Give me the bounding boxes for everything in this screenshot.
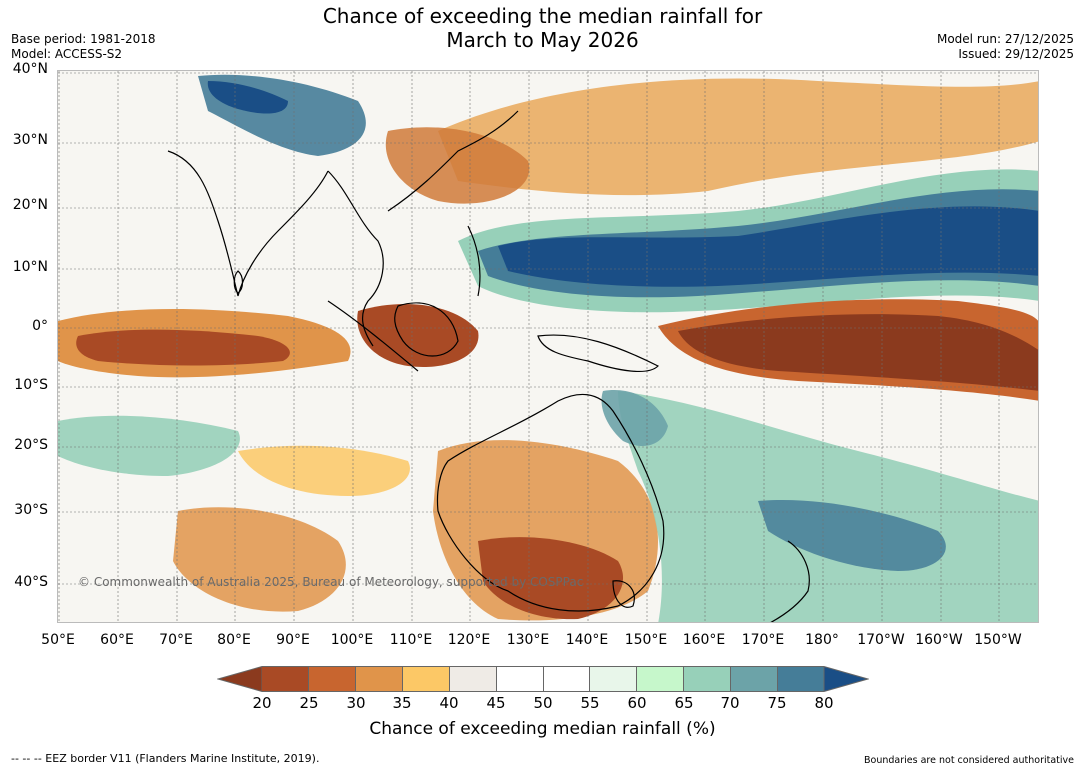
colorbar-seg-75-80 — [778, 667, 825, 691]
china-dry-zone — [385, 127, 530, 204]
graticule — [58, 71, 1038, 622]
colorbar-tick-80: 80 — [814, 694, 834, 712]
southern-australia-dry-core — [478, 537, 624, 620]
lon-label-100e: 100°E — [330, 632, 374, 648]
coastline-tasmania — [612, 580, 635, 608]
lon-label-180: 180° — [805, 632, 839, 648]
coastline-new-guinea — [537, 334, 660, 372]
coastline-sri-lanka — [233, 270, 244, 294]
himalaya-core — [207, 81, 288, 114]
colorbar-seg-35-40 — [402, 667, 450, 691]
colorbar-seg-20-25 — [262, 667, 309, 691]
lat-label-20s: 20°S — [14, 437, 48, 453]
colorbar-low-arrow — [217, 666, 263, 692]
lat-label-30n: 30°N — [12, 132, 48, 148]
south-indian-dry-patch — [173, 507, 346, 612]
coastlines — [167, 110, 810, 622]
boundaries-disclaimer: Boundaries are not considered authoritat… — [864, 755, 1074, 766]
coastline-australia — [436, 393, 665, 612]
lat-label-30s: 30°S — [14, 502, 48, 518]
coastline-china — [387, 110, 519, 212]
colorbar-high-arrow — [823, 666, 869, 692]
coral-sea-wet-zone — [601, 390, 668, 446]
lon-label-50e: 50°E — [41, 632, 75, 648]
coastline-sumatra — [327, 300, 419, 372]
lon-label-90e: 90°E — [276, 632, 310, 648]
lat-label-40n: 40°N — [12, 61, 48, 77]
colorbar-tick-35: 35 — [392, 694, 412, 712]
lon-label-130e: 130°E — [506, 632, 550, 648]
lon-label-120e: 120°E — [447, 632, 491, 648]
lat-label-20n: 20°N — [12, 197, 48, 213]
lon-label-140e: 140°E — [565, 632, 609, 648]
lon-label-150e: 150°E — [624, 632, 668, 648]
colorbar-seg-55-60 — [590, 667, 638, 691]
model-run: Model run: 27/12/2025 — [936, 32, 1074, 46]
title-line-2: March to May 2026 — [446, 28, 639, 52]
lon-label-160e: 160°E — [682, 632, 726, 648]
issued-date: Issued: 29/12/2025 — [958, 47, 1074, 61]
pacific-wet-core — [498, 206, 1038, 287]
colorbar-tick-60: 60 — [627, 694, 647, 712]
rainfall-map-canvas: © Commonwealth of Australia 2025, Bureau… — [58, 71, 1038, 622]
colorbar-seg-70-75 — [731, 667, 779, 691]
colorbar-seg-30-35 — [355, 667, 403, 691]
lat-label-0: 0° — [32, 318, 48, 334]
colorbar-tick-75: 75 — [767, 694, 787, 712]
coastline-borneo — [394, 302, 459, 357]
lon-label-70e: 70°E — [159, 632, 193, 648]
coastline-india — [167, 150, 329, 297]
colorbar-tick-55: 55 — [580, 694, 600, 712]
colorbar-seg-25-30 — [308, 667, 356, 691]
rainfall-map[interactable]: © Commonwealth of Australia 2025, Bureau… — [57, 70, 1039, 623]
lon-label-170e: 170°E — [741, 632, 785, 648]
eez-border-note: -- -- -- EEZ border V11 (Flanders Marine… — [11, 752, 320, 765]
colorbar-seg-65-70 — [684, 667, 732, 691]
base-period: Base period: 1981-2018 — [11, 32, 156, 46]
lon-label-60e: 60°E — [100, 632, 134, 648]
colorbar-tick-50: 50 — [533, 694, 553, 712]
coastline-se-asia — [327, 170, 384, 347]
colorbar-seg-40-45 — [449, 667, 497, 691]
colorbar — [262, 666, 825, 692]
coastline-philippines — [467, 225, 481, 297]
colorbar-tick-30: 30 — [346, 694, 366, 712]
title-line-1: Chance of exceeding the median rainfall … — [322, 4, 763, 28]
lon-label-150w: 150°W — [974, 632, 1022, 648]
colorbar-tick-25: 25 — [299, 694, 319, 712]
coastline-new-zealand — [770, 540, 810, 622]
southwest-pacific-wet-core — [758, 500, 946, 571]
lon-label-110e: 110°E — [389, 632, 433, 648]
model-name: Model: ACCESS-S2 — [11, 47, 123, 61]
lat-label-10s: 10°S — [14, 377, 48, 393]
colorbar-seg-60-65 — [637, 667, 685, 691]
copyright-notice: © Commonwealth of Australia 2025, Bureau… — [78, 575, 583, 589]
colorbar-tick-70: 70 — [720, 694, 740, 712]
lat-label-40s: 40°S — [14, 574, 48, 590]
lon-label-170w: 170°W — [857, 632, 905, 648]
colorbar-tick-45: 45 — [486, 694, 506, 712]
lon-label-160w: 160°W — [915, 632, 963, 648]
colorbar-tick-65: 65 — [674, 694, 694, 712]
west-indian-wet-zone — [58, 415, 240, 476]
equatorial-pacific-dry-core — [678, 314, 1038, 391]
lat-label-10n: 10°N — [12, 259, 48, 275]
colorbar-tick-40: 40 — [439, 694, 459, 712]
meta-right: Model run: 27/12/2025 Issued: 29/12/2025 — [937, 32, 1074, 62]
colorbar-label: Chance of exceeding median rainfall (%) — [369, 719, 716, 739]
south-indian-dry-patch-2 — [238, 445, 410, 496]
meta-left: Base period: 1981-2018 Model: ACCESS-S2 — [11, 32, 156, 62]
colorbar-seg-45-50 — [496, 667, 544, 691]
colorbar-tick-20: 20 — [252, 694, 272, 712]
chart-title: Chance of exceeding the median rainfall … — [0, 4, 1085, 52]
lon-label-80e: 80°E — [217, 632, 251, 648]
indian-ocean-dry-core — [76, 329, 290, 366]
colorbar-seg-50-55 — [543, 667, 591, 691]
